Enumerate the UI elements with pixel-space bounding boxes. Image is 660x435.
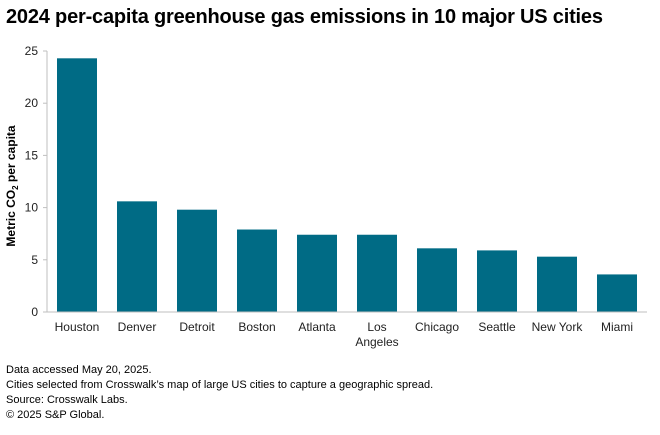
y-tick-label: 20 <box>25 96 39 110</box>
y-tick-label: 10 <box>25 201 39 215</box>
x-tick-label: Chicago <box>415 320 459 334</box>
x-tick-label: Houston <box>55 320 100 334</box>
bars <box>57 58 637 313</box>
x-tick-label: Boston <box>238 320 275 334</box>
x-tick-label: Denver <box>118 320 157 334</box>
footnotes: Data accessed May 20, 2025. Cities selec… <box>6 363 433 423</box>
bar-houston <box>57 58 97 313</box>
footnote-selection: Cities selected from Crosswalk’s map of … <box>6 379 434 391</box>
y-axis-label: Metric CO2 per capita <box>4 125 20 246</box>
y-axis-label-suffix: per capita <box>4 125 18 185</box>
bar-denver <box>117 201 157 312</box>
x-tick-label: Detroit <box>179 320 215 334</box>
svg-text:Metric CO2 per capita: Metric CO2 per capita <box>4 125 20 246</box>
y-tick-label: 0 <box>31 305 38 319</box>
footnote-copyright: © 2025 S&P Global. <box>6 409 105 421</box>
x-tick-label: Atlanta <box>298 320 336 334</box>
bar-chart: Metric CO2 per capita 0 5 10 15 20 25 Houston… <box>4 44 647 349</box>
bar-boston <box>237 229 277 312</box>
bar-los-angeles <box>357 234 397 312</box>
footnote-accessed: Data accessed May 20, 2025. <box>6 364 152 376</box>
y-axis-label-subscript: 2 <box>11 185 20 190</box>
x-tick-label: Los Angeles <box>355 320 398 349</box>
y-tick-label: 5 <box>31 253 38 267</box>
bar-chicago <box>417 248 457 312</box>
bar-atlanta <box>297 234 337 312</box>
bar-miami <box>597 274 637 312</box>
bar-seattle <box>477 250 517 312</box>
footnote-source: Source: Crosswalk Labs. <box>6 394 128 406</box>
x-axis: Houston Denver Detroit Boston Atlanta Los Ange… <box>47 311 647 349</box>
x-tick-label: Seattle <box>478 320 516 334</box>
x-tick-label: New York <box>532 320 584 334</box>
chart-title: 2024 per-capita greenhouse gas emissions… <box>6 6 603 28</box>
y-axis: 0 5 10 15 20 25 <box>25 44 48 319</box>
y-tick-label: 15 <box>25 148 39 162</box>
bar-new-york <box>537 256 577 312</box>
bar-detroit <box>177 209 217 312</box>
y-tick-label: 25 <box>25 44 39 58</box>
y-axis-label-prefix: Metric CO <box>4 190 18 247</box>
x-tick-label: Miami <box>601 320 633 334</box>
